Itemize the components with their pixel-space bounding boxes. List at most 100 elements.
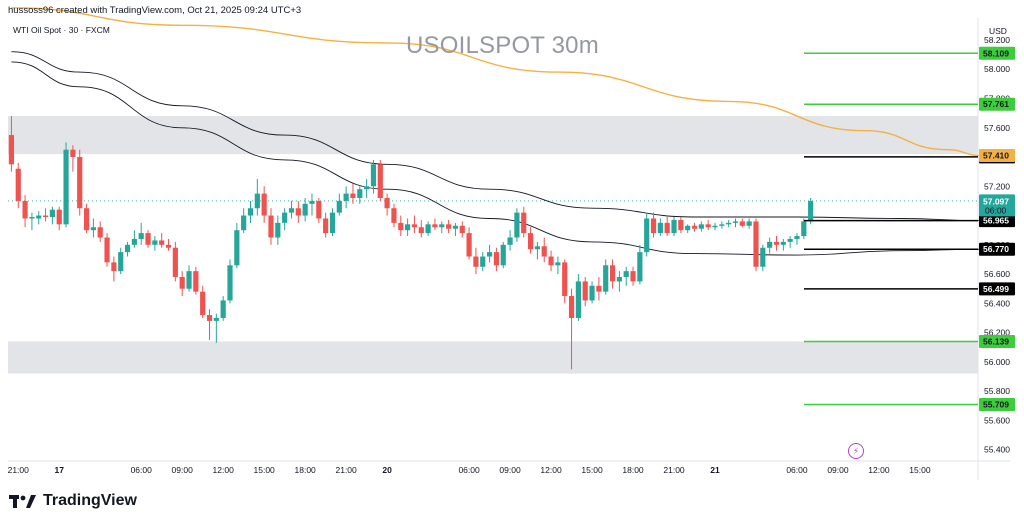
candle-body xyxy=(808,200,814,222)
x-tick-label: 09:00 xyxy=(827,465,849,475)
candle-body xyxy=(220,300,226,318)
candle-body xyxy=(657,222,663,234)
candle-body xyxy=(616,277,622,282)
x-tick-label: 06:00 xyxy=(458,465,480,475)
candle-body xyxy=(370,164,377,187)
candle-body xyxy=(480,256,486,267)
candle-body xyxy=(664,222,670,234)
candle-body xyxy=(650,218,657,234)
candle-body xyxy=(521,212,527,234)
candle-body xyxy=(172,247,178,278)
candle-body xyxy=(111,262,117,272)
candle-body xyxy=(254,193,260,209)
candle-body xyxy=(596,285,602,292)
x-tick-label: 15:00 xyxy=(254,465,276,475)
x-tick-label: 18:00 xyxy=(622,465,644,475)
y-tick-label: 57.600 xyxy=(984,123,1010,133)
candle-body xyxy=(391,208,397,223)
candle-body xyxy=(241,215,247,231)
candle-body xyxy=(541,246,547,257)
instrument-legend[interactable]: WTI Oil Spot · 30 · FXCM xyxy=(13,25,110,35)
level-tag-label: 57.761 xyxy=(983,99,1009,109)
candle-body xyxy=(589,285,595,301)
candle-body xyxy=(466,233,472,257)
candle-body xyxy=(432,224,438,228)
candle-body xyxy=(418,227,424,234)
x-tick-label: 21:00 xyxy=(663,465,685,475)
current-price-tag-bg xyxy=(979,194,1015,217)
current-price-tag-label: 57.097 xyxy=(983,196,1009,206)
candle-body xyxy=(555,262,561,266)
candle-body xyxy=(439,224,445,228)
candle-body xyxy=(343,193,349,201)
candle-body xyxy=(637,252,643,282)
candle-body xyxy=(213,317,219,321)
x-tick-label: 15:00 xyxy=(581,465,603,475)
candle-body xyxy=(138,233,144,239)
candle-body xyxy=(97,227,103,238)
brand-name: TradingView xyxy=(43,492,137,509)
candle-body xyxy=(405,224,411,231)
candle-body xyxy=(8,135,15,165)
candle-body xyxy=(104,237,110,263)
candle-body xyxy=(63,149,69,225)
y-tick-label: 56.600 xyxy=(984,269,1010,279)
x-tick-label: 09:00 xyxy=(499,465,521,475)
candle-body xyxy=(70,149,76,158)
candle-body xyxy=(357,189,363,198)
candle-body xyxy=(787,238,793,242)
candle-body xyxy=(206,315,213,321)
candle-body xyxy=(486,252,493,257)
candle-body xyxy=(350,193,356,198)
candle-body xyxy=(118,252,124,272)
candle-body xyxy=(364,186,370,190)
candle-body xyxy=(691,225,698,229)
level-tag-label: 55.709 xyxy=(983,399,1009,409)
currency-label[interactable]: USD xyxy=(989,26,1007,36)
y-tick-label: 57.200 xyxy=(984,181,1010,191)
candle-body xyxy=(500,244,506,266)
moving-average-lower xyxy=(11,61,982,256)
candle-body xyxy=(275,222,281,238)
x-tick-label: 09:00 xyxy=(172,465,194,475)
candle-body xyxy=(193,271,199,292)
x-tick-label: 21:00 xyxy=(335,465,357,475)
candle-body xyxy=(562,262,568,297)
ma-price-tag-label: 57.410 xyxy=(983,151,1009,161)
candle-body xyxy=(398,222,404,231)
candle-body xyxy=(77,157,83,209)
candle-body xyxy=(739,221,745,226)
support-resistance-zone-1 xyxy=(8,341,978,374)
y-tick-label: 56.400 xyxy=(984,298,1010,308)
tradingview-logo[interactable]: TradingView xyxy=(9,490,137,512)
level-tag-bg xyxy=(979,397,1015,411)
x-tick-label: 15:00 xyxy=(909,465,931,475)
candle-body xyxy=(261,193,267,216)
x-tick-label: 12:00 xyxy=(540,465,562,475)
candle-body xyxy=(732,221,739,223)
candle-body xyxy=(698,224,704,229)
candle-body xyxy=(302,203,308,216)
x-tick-label: 18:00 xyxy=(295,465,317,475)
moving-average-orange xyxy=(11,7,982,157)
level-tag-bg xyxy=(979,97,1015,111)
x-tick-label: 20 xyxy=(382,465,392,475)
candle-body xyxy=(801,221,807,237)
candle-body xyxy=(42,215,49,218)
candle-body xyxy=(644,218,650,253)
y-tick-label: 58.200 xyxy=(984,35,1010,45)
candle-body xyxy=(507,237,513,245)
level-tag-bg xyxy=(979,242,1015,256)
lightning-icon[interactable]: ⚡ xyxy=(848,443,864,459)
candle-body xyxy=(473,256,479,267)
candle-body xyxy=(459,225,465,234)
candle-body xyxy=(794,236,800,239)
candle-body xyxy=(671,219,677,234)
x-tick-label: 21:00 xyxy=(8,465,30,475)
candle-body xyxy=(493,252,500,266)
current-price-countdown: 06:00 xyxy=(985,205,1007,215)
x-tick-label: 06:00 xyxy=(131,465,153,475)
support-resistance-zone-0 xyxy=(8,116,978,155)
candle-body xyxy=(678,219,684,231)
